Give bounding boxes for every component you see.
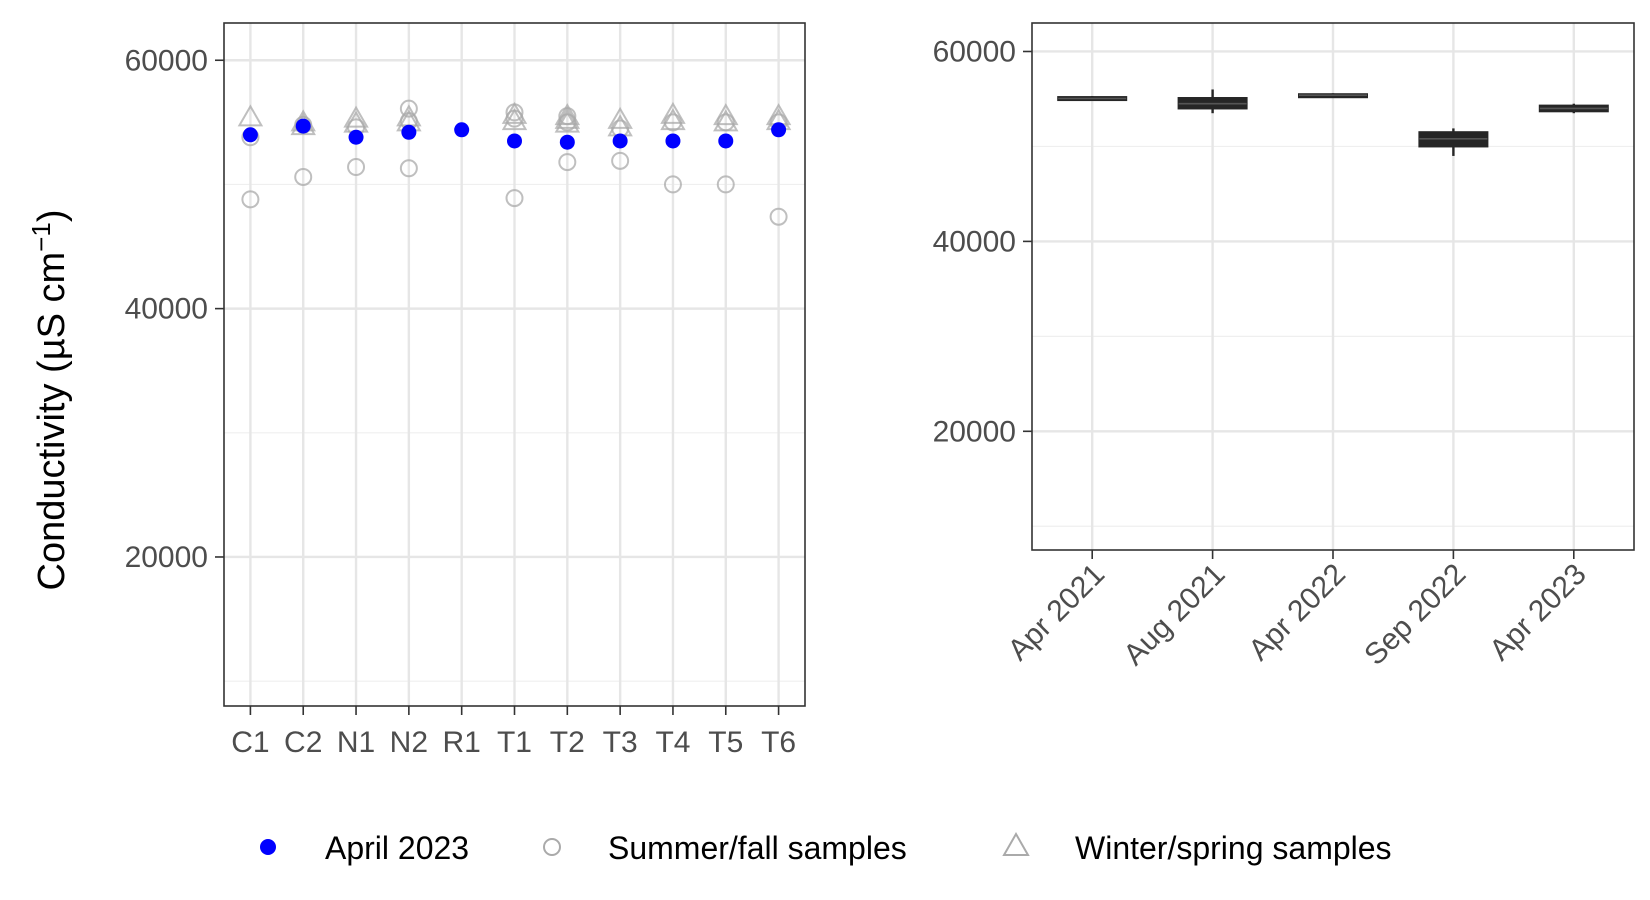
left-y-tick-label: 60000 (125, 44, 208, 77)
point-summer-fall-samples-n2 (399, 159, 418, 178)
point-summer-fall-samples-n1 (347, 158, 366, 177)
left-x-tick-label-r1: R1 (443, 726, 481, 759)
point-summer-fall-samples-t3 (611, 151, 630, 170)
left-y-tick-label: 40000 (125, 293, 208, 326)
right-y-tick-label: 20000 (933, 415, 1016, 448)
point-winter-spring-samples-t2 (554, 103, 581, 126)
legend-label-summer-fall: Summer/fall samples (608, 830, 907, 866)
point-summer-fall-samples-c2 (294, 167, 313, 186)
legend-marker-april-2023 (260, 839, 276, 855)
right-y-tick-label: 60000 (933, 35, 1016, 68)
left-x-tick-label-c1: C1 (231, 726, 269, 759)
left-x-tick-label-c2: C2 (284, 726, 322, 759)
legend-label-winter-spring: Winter/spring samples (1075, 830, 1392, 866)
point-april-2023-t3 (612, 133, 628, 149)
left-x-tick-label-t2: T2 (550, 726, 585, 759)
left-x-tick-label-t5: T5 (708, 726, 743, 759)
point-april-2023-n2 (401, 124, 417, 140)
right-panel-grid (1032, 23, 1634, 550)
right-panel-axes: 20000 40000 60000 Apr 2021 Aug 2021 Apr 2022 S… (933, 35, 1593, 671)
y-axis-label-main: Conductivity (µS cm (31, 252, 73, 591)
point-summer-fall-samples-t2 (558, 153, 577, 172)
left-y-tick-label: 20000 (125, 541, 208, 574)
point-april-2023-n1 (348, 129, 364, 145)
left-x-tick-label-t4: T4 (655, 726, 690, 759)
legend-marker-summer-fall (543, 838, 561, 856)
point-winter-spring-samples-t1 (501, 101, 528, 124)
point-summer-fall-samples-t5 (716, 175, 735, 194)
point-april-2023-r1 (454, 122, 470, 138)
point-winter-spring-samples-t5 (713, 103, 739, 126)
right-x-tick-label-apr-2021: Apr 2021 (1002, 558, 1111, 667)
point-winter-spring-samples-t4 (660, 101, 686, 124)
right-x-tick-label-aug-2021: Aug 2021 (1117, 558, 1231, 672)
left-x-tick-label-t3: T3 (603, 726, 638, 759)
right-panel-marks (1057, 89, 1609, 156)
y-axis-label: Conductivity (µS cm−1) (26, 210, 73, 591)
point-winter-spring-samples-t3 (607, 106, 633, 129)
point-summer-fall-samples-c1 (241, 190, 260, 209)
point-april-2023-c1 (242, 127, 258, 143)
point-april-2023-t2 (559, 134, 575, 150)
point-april-2023-t1 (507, 133, 522, 149)
legend: April 2023 Summer/fall samples Winter/sp… (260, 830, 1392, 866)
y-axis-label-exponent: −1 (26, 222, 56, 252)
point-winter-spring-samples-t5 (713, 109, 739, 132)
point-summer-fall-samples-t4 (663, 175, 682, 194)
point-winter-spring-samples-t4 (660, 108, 686, 131)
right-y-tick-label: 40000 (933, 225, 1016, 258)
y-axis-label-close: ) (31, 210, 73, 223)
point-winter-spring-samples-t2 (554, 110, 581, 133)
point-winter-spring-samples-c1 (237, 104, 264, 127)
point-winter-spring-samples-t1 (501, 108, 528, 131)
right-x-tick-label-apr-2022: Apr 2022 (1243, 558, 1352, 667)
left-x-tick-label-n1: N1 (337, 726, 375, 759)
point-winter-spring-samples-t2 (554, 106, 581, 129)
left-x-tick-label-n2: N2 (390, 726, 428, 759)
right-x-tick-label-sep-2022: Sep 2022 (1358, 558, 1472, 672)
left-panel-marks (237, 99, 792, 226)
legend-marker-winter-spring (1002, 831, 1030, 856)
point-winter-spring-samples-n1 (343, 105, 369, 128)
left-x-tick-label-t6: T6 (761, 726, 796, 759)
point-summer-fall-samples-t1 (505, 189, 524, 208)
point-april-2023-t4 (665, 133, 681, 149)
right-x-tick-label-apr-2023: Apr 2023 (1483, 558, 1592, 667)
point-summer-fall-samples-t6 (769, 207, 788, 226)
point-summer-fall-samples-n2 (399, 99, 418, 118)
point-april-2023-t6 (771, 122, 787, 138)
point-april-2023-t5 (718, 133, 734, 149)
legend-label-april-2023: April 2023 (325, 830, 469, 866)
left-x-tick-label-t1: T1 (497, 726, 532, 759)
point-april-2023-c2 (295, 118, 311, 134)
left-panel-axes: 20000 40000 60000 C1 C2 N1 N2 R1 T1 T2 T3 T4 T5 T6 (125, 44, 797, 759)
